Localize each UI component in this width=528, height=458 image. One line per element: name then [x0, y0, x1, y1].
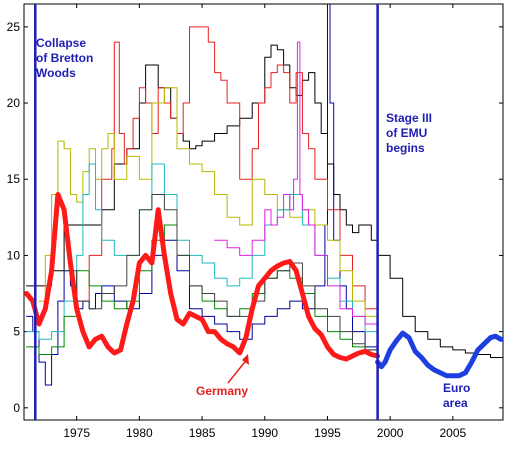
- x-tick-label: 1975: [63, 426, 90, 440]
- series-germany: [24, 192, 381, 362]
- vertical-markers: [34, 4, 379, 420]
- y-tick-label: 0: [13, 401, 20, 415]
- x-tick-label: 1990: [251, 426, 278, 440]
- series-euro-area: [375, 330, 503, 379]
- x-tick-label: 1995: [314, 426, 341, 440]
- annotation-euro-area: Euro area: [443, 381, 474, 410]
- y-tick-label: 20: [7, 96, 21, 110]
- x-tick-label: 2005: [439, 426, 466, 440]
- series-line-8: [214, 41, 379, 333]
- series-line-7: [26, 224, 379, 355]
- x-tick-label: 2000: [377, 426, 404, 440]
- series-layer: [24, 4, 503, 386]
- x-axis-ticks: 1975 1980 1985 1990 1995 2000 2005: [63, 4, 467, 440]
- x-tick-label: 1980: [126, 426, 153, 440]
- x-tick-label: 1985: [189, 426, 216, 440]
- annotation-bretton-woods: Collapse of Bretton Woods: [36, 36, 97, 80]
- y-tick-label: 15: [7, 172, 21, 186]
- germany-arrow: [227, 354, 249, 384]
- y-tick-label: 10: [7, 248, 21, 262]
- annotation-emu-stage-iii: Stage III of EMU begins: [386, 111, 435, 155]
- y-tick-label: 5: [13, 325, 20, 339]
- annotation-germany: Germany: [196, 384, 248, 398]
- series-line-5: [38, 87, 379, 333]
- plot-area: [23, 3, 504, 421]
- series-line-9: [63, 194, 379, 355]
- y-tick-label: 25: [7, 20, 21, 34]
- y-axis-ticks: 0 5 10 15 20 25: [7, 20, 503, 415]
